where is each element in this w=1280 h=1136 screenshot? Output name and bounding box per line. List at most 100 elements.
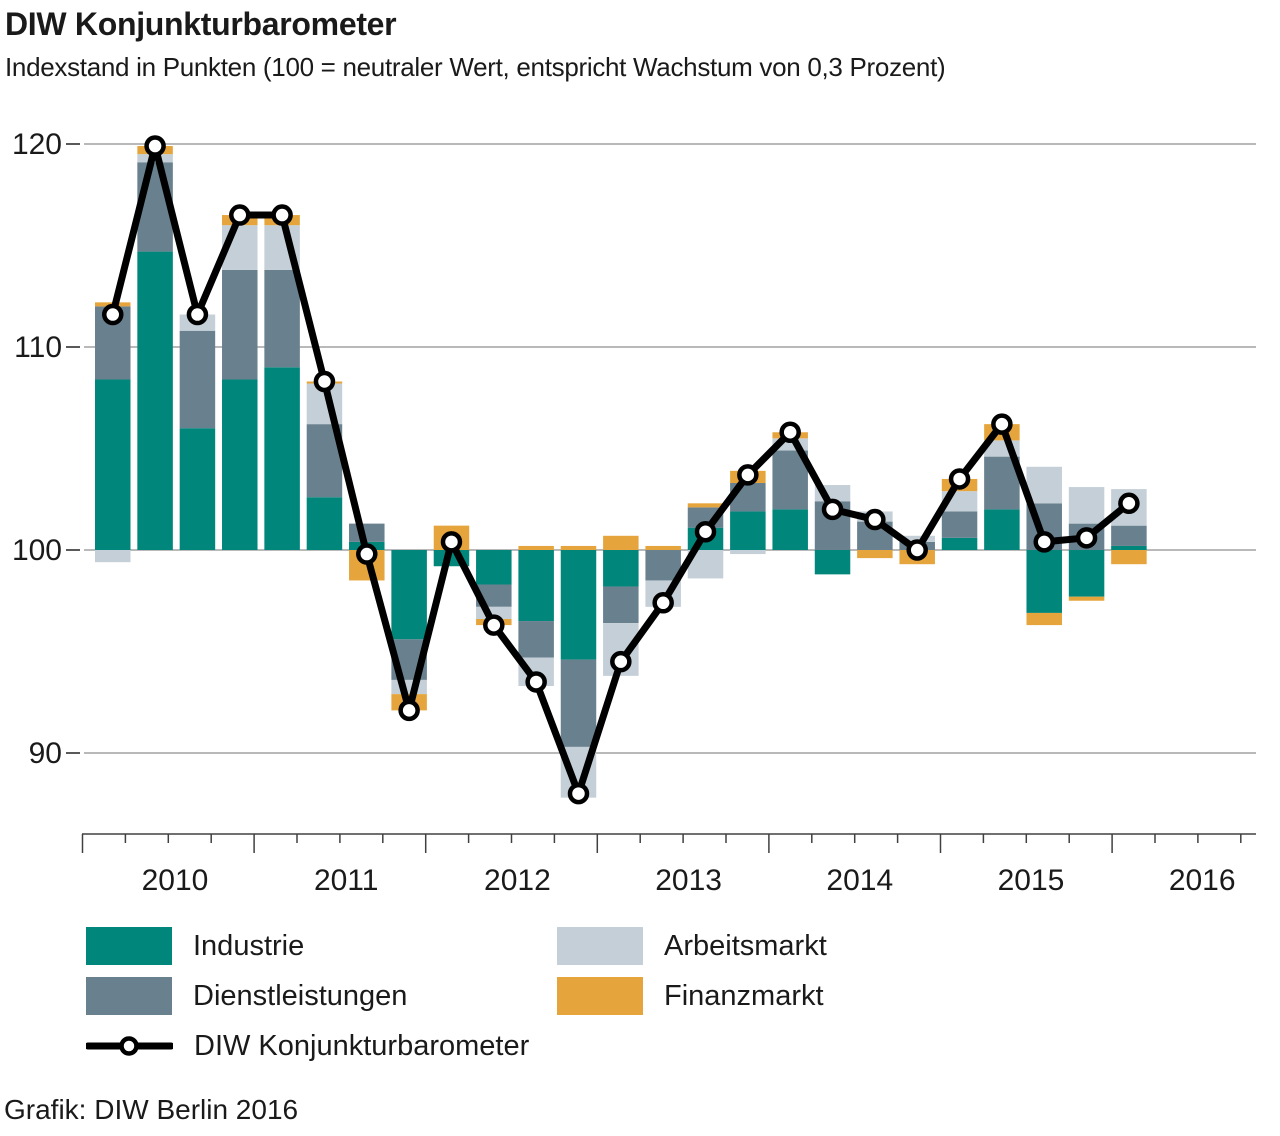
legend-label-arbeitsmarkt: Arbeitsmarkt (664, 929, 827, 962)
line-marker (694, 520, 717, 543)
legend-label-dienstleistungen: Dienstleistungen (193, 979, 408, 1012)
line-marker (779, 421, 801, 444)
page-subtitle: Indexstand in Punkten (100 = neutraler W… (5, 52, 946, 82)
legend-label-barometer: DIW Konjunkturbarometer (194, 1029, 530, 1062)
line-marker (440, 531, 463, 553)
bar-segment (518, 545, 554, 550)
bar-segment (518, 550, 554, 622)
legend-item-arbeitsmarkt: Arbeitsmarkt (557, 927, 827, 965)
dienstleistungen-swatch-icon (86, 977, 172, 1015)
bar-segment (1068, 550, 1105, 597)
bar-segment (264, 269, 300, 368)
y-tick-label: 110 (14, 331, 62, 364)
line-marker (1075, 527, 1098, 549)
page-title: DIW Konjunkturbarometer (5, 6, 397, 42)
arbeitsmarkt-swatch-icon (557, 927, 643, 965)
legend-item-barometer-line: DIW Konjunkturbarometer (86, 1027, 529, 1065)
bar-segment (603, 550, 639, 587)
finanzmarkt-swatch-icon (557, 977, 643, 1015)
bar-segment (941, 537, 978, 550)
bar-segment (687, 503, 724, 508)
bar-segment (1068, 487, 1105, 524)
line-marker (737, 464, 759, 486)
line-marker (610, 650, 632, 673)
bar-segment (984, 509, 1020, 550)
credit-line: Grafik: DIW Berlin 2016 (4, 1094, 299, 1125)
legend-column-left: Industrie Dienstleistungen DIW Konjunktu… (86, 927, 529, 1077)
bar-segment (603, 586, 639, 624)
bar-segment (857, 550, 893, 559)
bar-segment (95, 550, 131, 563)
bar-segment (391, 679, 427, 695)
bar-segment (476, 550, 512, 585)
legend-item-finanzmarkt: Finanzmarkt (557, 977, 827, 1015)
line-marker (948, 468, 971, 490)
bar-segment (941, 511, 978, 538)
line-marker (906, 539, 928, 561)
legend-column-right: Arbeitsmarkt Finanzmarkt (557, 927, 827, 1027)
y-tick-label: 90 (29, 737, 62, 770)
bar-segment (730, 511, 766, 550)
bar-segment (645, 545, 681, 550)
bar-segment (518, 621, 554, 658)
bar-segment (645, 550, 681, 581)
line-marker (356, 543, 378, 565)
legend-item-dienstleistungen: Dienstleistungen (86, 977, 529, 1015)
year-label: 2013 (655, 864, 722, 897)
bar-segment (1026, 466, 1062, 504)
line-marker (271, 204, 293, 226)
legend-label-finanzmarkt: Finanzmarkt (664, 979, 824, 1012)
line-marker (483, 614, 505, 636)
year-label: 2011 (314, 864, 379, 897)
bars (95, 146, 1147, 798)
bar-segment (560, 550, 597, 660)
bar-segment (349, 523, 385, 542)
line-marker (1033, 531, 1055, 553)
line-marker (1118, 492, 1140, 515)
bar-segment (137, 251, 173, 550)
bar-segment (264, 367, 300, 550)
bar-segment (222, 379, 258, 550)
bar-segment (306, 497, 343, 550)
bar-segment (560, 659, 597, 747)
bar-segment (730, 550, 766, 555)
line-marker (567, 782, 590, 805)
line-marker (398, 699, 420, 722)
y-tick-label: 100 (12, 534, 62, 567)
bar-segment (603, 535, 639, 550)
diw-line-sample-icon (86, 1036, 173, 1056)
bar-segment (1111, 545, 1147, 550)
industrie-swatch-icon (86, 927, 172, 965)
bar-segment (1026, 612, 1062, 626)
line-marker (525, 671, 547, 693)
year-label: 2015 (998, 864, 1065, 897)
line-marker (821, 498, 844, 521)
bar-segment (1111, 525, 1147, 546)
line-marker (991, 413, 1013, 435)
year-label: 2014 (826, 864, 893, 897)
line-marker (864, 508, 886, 531)
bar-segment (1111, 550, 1147, 565)
year-label: 2010 (142, 864, 209, 897)
line-marker (186, 303, 209, 326)
bar-segment (560, 545, 597, 550)
legend-item-industrie: Industrie (86, 927, 529, 965)
bar-segment (179, 428, 216, 550)
line-markers (102, 135, 1140, 805)
line-marker (313, 370, 336, 393)
bar-segment (391, 550, 427, 640)
y-tick-label: 120 (12, 128, 62, 161)
year-label: 2012 (484, 864, 551, 897)
line-marker (652, 592, 674, 614)
bar-segment (1068, 596, 1105, 601)
bar-segment (814, 550, 851, 575)
line-marker (144, 135, 166, 157)
bar-segment (1026, 550, 1062, 613)
year-label: 2016 (1169, 864, 1236, 897)
bar-segment (222, 269, 258, 380)
bar-segment (899, 535, 935, 542)
legend-label-industrie: Industrie (193, 929, 305, 962)
line-marker (229, 204, 251, 226)
